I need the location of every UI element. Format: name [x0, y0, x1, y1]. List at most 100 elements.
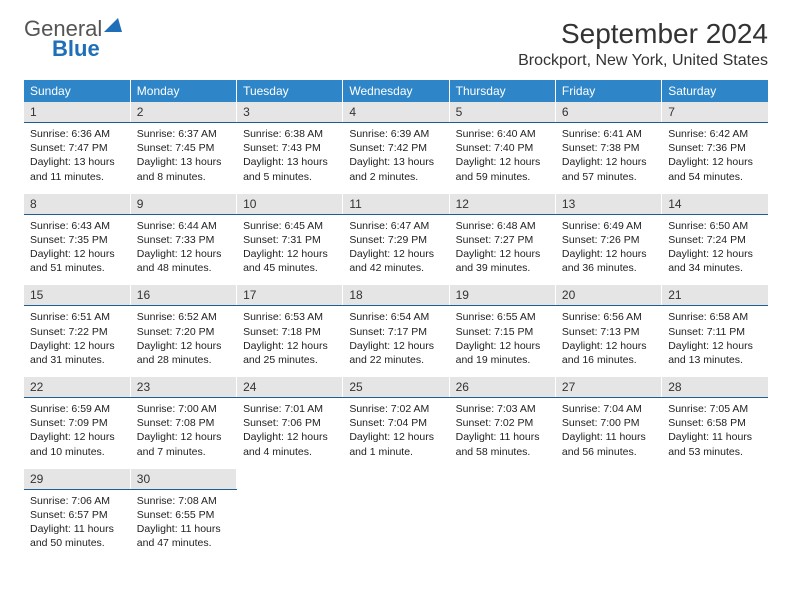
day-detail-cell: Sunrise: 7:08 AMSunset: 6:55 PMDaylight:… — [130, 489, 236, 560]
day-number-cell: 9 — [130, 194, 236, 215]
sunset-line: Sunset: 7:47 PM — [30, 141, 124, 155]
sunrise-line: Sunrise: 6:47 AM — [349, 219, 442, 233]
sunrise-line: Sunrise: 6:58 AM — [668, 310, 762, 324]
sunset-line: Sunset: 7:45 PM — [137, 141, 230, 155]
sunrise-line: Sunrise: 6:39 AM — [349, 127, 442, 141]
day-number-cell: 16 — [130, 285, 236, 306]
day-number-cell: 20 — [555, 285, 661, 306]
daylight-line: Daylight: 12 hours and 34 minutes. — [668, 247, 762, 275]
sunrise-line: Sunrise: 6:52 AM — [137, 310, 230, 324]
month-title: September 2024 — [518, 18, 768, 50]
daylight-line: Daylight: 13 hours and 5 minutes. — [243, 155, 336, 183]
sunset-line: Sunset: 7:11 PM — [668, 325, 762, 339]
sunset-line: Sunset: 7:31 PM — [243, 233, 336, 247]
day-number-cell: 13 — [555, 194, 661, 215]
sunrise-line: Sunrise: 7:05 AM — [668, 402, 762, 416]
sunrise-line: Sunrise: 7:08 AM — [137, 494, 230, 508]
daylight-line: Daylight: 12 hours and 51 minutes. — [30, 247, 124, 275]
day-detail-cell: Sunrise: 6:55 AMSunset: 7:15 PMDaylight:… — [449, 306, 555, 377]
day-header: Monday — [130, 80, 236, 102]
day-detail-cell: Sunrise: 6:53 AMSunset: 7:18 PMDaylight:… — [237, 306, 343, 377]
daylight-line: Daylight: 12 hours and 36 minutes. — [562, 247, 655, 275]
day-detail-cell: Sunrise: 6:42 AMSunset: 7:36 PMDaylight:… — [662, 123, 768, 194]
daylight-line: Daylight: 12 hours and 16 minutes. — [562, 339, 655, 367]
day-number-cell: 23 — [130, 377, 236, 398]
day-detail-cell: Sunrise: 6:38 AMSunset: 7:43 PMDaylight:… — [237, 123, 343, 194]
day-number-cell: 6 — [555, 102, 661, 123]
daylight-line: Daylight: 12 hours and 39 minutes. — [456, 247, 549, 275]
day-number-cell: 8 — [24, 194, 130, 215]
daylight-line: Daylight: 12 hours and 7 minutes. — [137, 430, 230, 458]
sunset-line: Sunset: 7:24 PM — [668, 233, 762, 247]
sunset-line: Sunset: 7:42 PM — [349, 141, 442, 155]
day-number-cell: 12 — [449, 194, 555, 215]
day-detail-cell — [449, 489, 555, 560]
day-number-cell — [449, 469, 555, 490]
sunrise-line: Sunrise: 7:06 AM — [30, 494, 124, 508]
sunset-line: Sunset: 7:13 PM — [562, 325, 655, 339]
day-detail-cell: Sunrise: 6:52 AMSunset: 7:20 PMDaylight:… — [130, 306, 236, 377]
sunset-line: Sunset: 7:27 PM — [456, 233, 549, 247]
day-detail-cell: Sunrise: 7:00 AMSunset: 7:08 PMDaylight:… — [130, 398, 236, 469]
sunset-line: Sunset: 7:38 PM — [562, 141, 655, 155]
day-header: Sunday — [24, 80, 130, 102]
sunrise-line: Sunrise: 6:37 AM — [137, 127, 230, 141]
day-number-cell — [662, 469, 768, 490]
daylight-line: Daylight: 11 hours and 53 minutes. — [668, 430, 762, 458]
sunset-line: Sunset: 7:15 PM — [456, 325, 549, 339]
sunrise-line: Sunrise: 6:56 AM — [562, 310, 655, 324]
logo-text: General Blue — [24, 18, 122, 60]
calendar-head-row: SundayMondayTuesdayWednesdayThursdayFrid… — [24, 80, 768, 102]
day-header: Friday — [555, 80, 661, 102]
day-number-cell: 3 — [237, 102, 343, 123]
day-detail-cell: Sunrise: 6:41 AMSunset: 7:38 PMDaylight:… — [555, 123, 661, 194]
day-detail-row: Sunrise: 6:36 AMSunset: 7:47 PMDaylight:… — [24, 123, 768, 194]
logo-triangle-icon — [104, 18, 122, 32]
day-header: Saturday — [662, 80, 768, 102]
day-detail-cell — [343, 489, 449, 560]
day-number-cell: 21 — [662, 285, 768, 306]
day-number-cell: 7 — [662, 102, 768, 123]
logo-text-blue: Blue — [52, 38, 122, 60]
day-number-cell — [237, 469, 343, 490]
location-text: Brockport, New York, United States — [518, 52, 768, 70]
day-detail-cell: Sunrise: 7:03 AMSunset: 7:02 PMDaylight:… — [449, 398, 555, 469]
day-detail-cell: Sunrise: 6:37 AMSunset: 7:45 PMDaylight:… — [130, 123, 236, 194]
day-number-cell: 30 — [130, 469, 236, 490]
day-detail-cell: Sunrise: 7:02 AMSunset: 7:04 PMDaylight:… — [343, 398, 449, 469]
sunrise-line: Sunrise: 6:53 AM — [243, 310, 336, 324]
daylight-line: Daylight: 12 hours and 57 minutes. — [562, 155, 655, 183]
page-header: General Blue September 2024 Brockport, N… — [24, 18, 768, 70]
day-detail-row: Sunrise: 6:59 AMSunset: 7:09 PMDaylight:… — [24, 398, 768, 469]
sunrise-line: Sunrise: 6:41 AM — [562, 127, 655, 141]
sunset-line: Sunset: 7:18 PM — [243, 325, 336, 339]
daylight-line: Daylight: 12 hours and 4 minutes. — [243, 430, 336, 458]
sunrise-line: Sunrise: 6:42 AM — [668, 127, 762, 141]
sunset-line: Sunset: 6:57 PM — [30, 508, 124, 522]
daylight-line: Daylight: 12 hours and 42 minutes. — [349, 247, 442, 275]
daylight-line: Daylight: 12 hours and 13 minutes. — [668, 339, 762, 367]
day-number-row: 2930 — [24, 469, 768, 490]
day-number-cell: 15 — [24, 285, 130, 306]
sunrise-line: Sunrise: 6:38 AM — [243, 127, 336, 141]
day-number-cell: 26 — [449, 377, 555, 398]
sunrise-line: Sunrise: 6:44 AM — [137, 219, 230, 233]
sunrise-line: Sunrise: 6:45 AM — [243, 219, 336, 233]
sunrise-line: Sunrise: 6:48 AM — [456, 219, 549, 233]
day-detail-row: Sunrise: 6:51 AMSunset: 7:22 PMDaylight:… — [24, 306, 768, 377]
sunset-line: Sunset: 7:00 PM — [562, 416, 655, 430]
day-header: Thursday — [449, 80, 555, 102]
daylight-line: Daylight: 12 hours and 45 minutes. — [243, 247, 336, 275]
sunset-line: Sunset: 7:08 PM — [137, 416, 230, 430]
day-number-cell: 24 — [237, 377, 343, 398]
title-block: September 2024 Brockport, New York, Unit… — [518, 18, 768, 70]
sunset-line: Sunset: 7:09 PM — [30, 416, 124, 430]
day-number-row: 15161718192021 — [24, 285, 768, 306]
day-detail-cell: Sunrise: 6:58 AMSunset: 7:11 PMDaylight:… — [662, 306, 768, 377]
day-detail-cell: Sunrise: 7:01 AMSunset: 7:06 PMDaylight:… — [237, 398, 343, 469]
day-number-cell — [343, 469, 449, 490]
day-number-cell: 22 — [24, 377, 130, 398]
day-number-cell: 28 — [662, 377, 768, 398]
daylight-line: Daylight: 12 hours and 1 minute. — [349, 430, 442, 458]
sunset-line: Sunset: 7:43 PM — [243, 141, 336, 155]
